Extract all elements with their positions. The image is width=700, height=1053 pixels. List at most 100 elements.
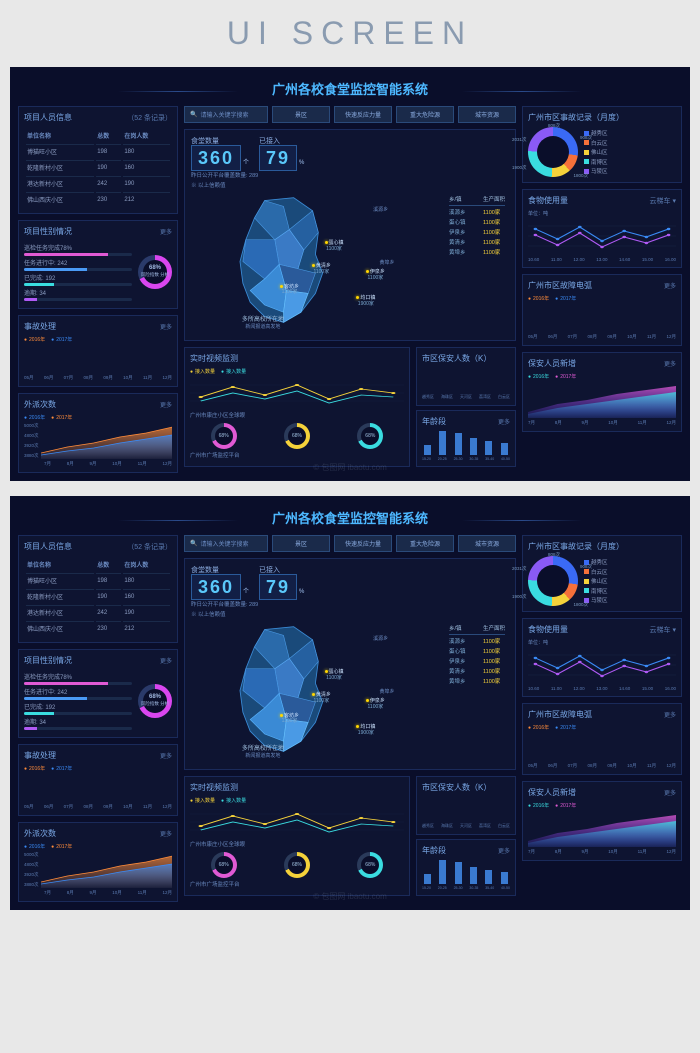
left-column: 项目人员信息 （52 条记录） 单位名称总数在岗人数 博猫旺小区198180乾隆… — [18, 106, 178, 473]
map-region-label[interactable]: 蛋心镇1100家 — [325, 670, 344, 681]
incidents-panel: 事故处理 更多 2016年2017年 05月06月07月08月09月10月11月… — [18, 315, 178, 387]
gender-panel: 项目性别情况 更多 巡检任务完成78%任务进行中: 242已完成: 192逾期:… — [18, 220, 178, 309]
progress-row: 逾期: 34 — [24, 288, 132, 301]
map-region-label[interactable]: 蛋心镇1100家 — [325, 241, 344, 252]
table-row: 乾隆新村小区190160 — [26, 589, 170, 603]
newstaff-chart — [528, 811, 676, 847]
map-area-row: 伊泉乡1100家 — [449, 657, 505, 665]
map-area[interactable]: 蛋心镇1100家黄清乡1100家客坊乡1100家 伊泉乡1100家均口镇1900家… — [191, 189, 509, 334]
food-sub[interactable]: 云梯车 ▾ — [650, 625, 676, 635]
map-region-label[interactable]: 客坊乡1100家 — [280, 285, 299, 296]
more-link[interactable]: 更多 — [160, 656, 172, 665]
more-link[interactable]: 更多 — [664, 710, 676, 719]
age-bar — [424, 445, 431, 455]
map-region-label[interactable]: 伊泉乡1100家 — [366, 270, 385, 281]
age-bar — [485, 441, 492, 455]
map-region-label[interactable]: 均口镇1900家 — [356, 296, 375, 307]
age-bar — [424, 874, 431, 884]
gender-title: 项目性别情况 — [24, 226, 72, 237]
more-link[interactable]: 更多 — [160, 400, 172, 409]
map-outer-2: 黄埠乡 — [380, 259, 395, 266]
personnel-panel: 项目人员信息 （52 条记录） 单位名称总数在岗人数 博猫旺小区198180乾隆… — [18, 535, 178, 643]
map-area[interactable]: 蛋心镇1100家黄清乡1100家客坊乡1100家伊泉乡1100家均口镇1900家… — [191, 618, 509, 763]
dispatch-chart — [41, 423, 172, 459]
map-area-row: 黄清乡1100家 — [449, 667, 505, 675]
map-area-row: 黄埠乡1100家 — [449, 677, 505, 685]
map-outer-1: 溪源乡 — [373, 206, 388, 213]
tab-danger[interactable]: 重大危险源 — [396, 106, 454, 123]
tab-danger[interactable]: 重大危险源 — [396, 535, 454, 552]
security-title: 市区保安人数（K） — [422, 782, 491, 793]
food-chart — [528, 217, 676, 255]
risk-donut: 68%风险指数 分析 — [138, 684, 172, 718]
table-row: 佛山西庆小区230212 — [26, 192, 170, 206]
tab-response[interactable]: 快速反应力量 — [334, 535, 392, 552]
col-header: 总数 — [96, 129, 121, 142]
map-panel: 食堂数量 360 个 已接入 79 % 昨日公开平台覆盖数量: 289 ※ 以上… — [184, 558, 516, 770]
accidents-donut — [528, 556, 578, 606]
table-row: 港达新村小区242190 — [26, 605, 170, 619]
security-panel: 市区保安人数（K） 越秀区海珠区天河区荔湾区白云区 — [416, 776, 516, 835]
gauge: 68% — [211, 852, 237, 878]
region-map — [191, 618, 382, 763]
more-link[interactable]: 更多 — [160, 751, 172, 760]
video-title: 实时视频监测 — [190, 353, 238, 364]
age-bar — [501, 872, 508, 884]
age-bar — [439, 860, 446, 884]
search-icon: 🔍 — [190, 540, 197, 547]
age-bar — [485, 870, 492, 884]
more-link[interactable]: 更多 — [664, 281, 676, 290]
progress-row: 逾期: 34 — [24, 717, 132, 730]
risk-donut: 68%风险指数 分析 — [138, 255, 172, 289]
food-unit: 单位：吨 — [528, 210, 676, 217]
map-region-label[interactable]: 黄清乡1100家 — [312, 264, 331, 275]
table-row: 博猫旺小区198180 — [26, 144, 170, 158]
accidents-panel: 广州市区事故记录（月度） 808次 908次 1800次 1900次 2031次… — [522, 106, 682, 183]
legend-row: 南博区 — [584, 587, 608, 595]
newstaff-chart — [528, 382, 676, 418]
gauge: 68% — [284, 423, 310, 449]
video-panel: 实时视频监测 接入数量 接入数量 — [184, 776, 410, 896]
video-panel: 实时视频监测 接入数量 接入数量 — [184, 347, 410, 467]
map-area-row: 蛋心镇1100家 — [449, 218, 505, 226]
map-region-label[interactable]: 黄清乡1100家 — [312, 693, 331, 704]
legend-row: 南博区 — [584, 158, 608, 166]
map-panel: 食堂数量 360 个 已接入 79 % 昨日公开平台覆盖数量: 289 ※ 以上… — [184, 129, 516, 341]
more-link[interactable]: 更多 — [498, 846, 510, 855]
map-footer: 多所高校所在地 — [242, 314, 284, 323]
accidents-title: 广州市区事故记录（月度） — [528, 112, 624, 123]
dashboard-title: 广州各校食堂监控智能系统 — [18, 504, 682, 535]
map-region-label[interactable]: 客坊乡1100家 — [280, 714, 299, 725]
progress-row: 巡检任务完成78% — [24, 672, 132, 685]
platform-2: 广州市广场监控平台 — [190, 451, 404, 459]
age-bar — [470, 438, 477, 455]
right-column: 广州市区事故记录（月度） 808次 908次 1800次 1900次 2031次… — [522, 106, 682, 473]
more-link[interactable]: 更多 — [160, 829, 172, 838]
canteen-value: 360 — [191, 574, 241, 600]
tab-resource[interactable]: 城市资源 — [458, 106, 516, 123]
search-input[interactable]: 🔍 请输入关键字搜索 — [184, 106, 268, 123]
age-title: 年龄段 — [422, 416, 446, 427]
map-area-row: 溪源乡1100家 — [449, 208, 505, 216]
more-link[interactable]: 更多 — [664, 359, 676, 368]
tab-resource[interactable]: 城市资源 — [458, 535, 516, 552]
tab-response[interactable]: 快速反应力量 — [334, 106, 392, 123]
more-link[interactable]: 更多 — [664, 788, 676, 797]
more-link[interactable]: 更多 — [160, 322, 172, 331]
personnel-panel: 项目人员信息 （52 条记录） 单位名称总数在岗人数 博猫旺小区198180乾隆… — [18, 106, 178, 214]
more-link[interactable]: 更多 — [160, 227, 172, 236]
map-area-row: 伊泉乡1100家 — [449, 228, 505, 236]
gender-panel: 项目性别情况 更多 巡检任务完成78%任务进行中: 242已完成: 192逾期:… — [18, 649, 178, 738]
map-region-label[interactable]: 均口镇1900家 — [356, 725, 375, 736]
yesterday-metric: 昨日公开平台覆盖数量: 289 — [191, 171, 509, 179]
map-region-label[interactable]: 伊泉乡1100家 — [366, 699, 385, 710]
search-input[interactable]: 🔍 请输入关键字搜索 — [184, 535, 268, 552]
dashboard-title: 广州各校食堂监控智能系统 — [18, 75, 682, 106]
tab-scenic[interactable]: 景区 — [272, 106, 330, 123]
tab-scenic[interactable]: 景区 — [272, 535, 330, 552]
personnel-title: 项目人员信息 — [24, 112, 72, 123]
progress-row: 任务进行中: 242 — [24, 687, 132, 700]
legend-row: 佛山区 — [584, 577, 608, 585]
food-sub[interactable]: 云梯车 ▾ — [650, 196, 676, 206]
more-link[interactable]: 更多 — [498, 417, 510, 426]
